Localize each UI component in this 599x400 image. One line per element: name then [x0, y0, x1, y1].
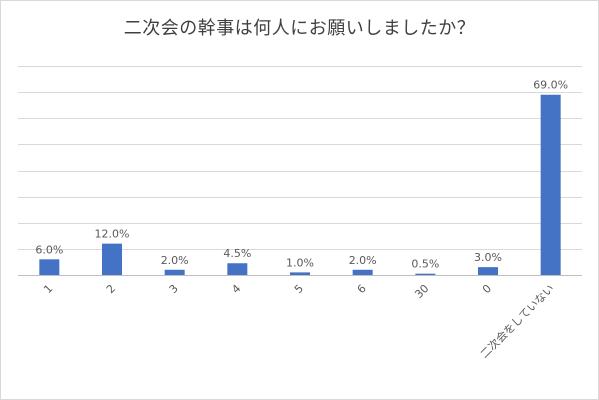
bar — [352, 269, 373, 275]
data-label: 1.0% — [286, 256, 314, 269]
data-label: 4.5% — [223, 247, 251, 260]
data-label: 3.0% — [474, 251, 502, 264]
bar — [478, 267, 498, 275]
bar — [415, 273, 436, 275]
bar — [39, 259, 60, 275]
data-label: 69.0% — [533, 79, 568, 92]
data-label: 6.0% — [35, 243, 63, 256]
data-label: 2.0% — [161, 254, 189, 267]
x-tick-label: 1 — [41, 282, 55, 296]
x-tick-label: 5 — [292, 282, 306, 296]
gridlines — [18, 66, 582, 276]
data-label: 0.5% — [411, 258, 439, 271]
data-label: 2.0% — [349, 254, 377, 267]
data-labels: 6.0% 12.0% 2.0% 4.5% 1.0% 2.0% 0.5% 3.0% 69.0% — [35, 79, 568, 271]
bar — [540, 94, 561, 275]
x-tick-label: 30 — [412, 282, 431, 301]
bar — [227, 263, 248, 275]
x-tick-label: 4 — [229, 282, 243, 296]
x-tick-label: 6 — [355, 282, 369, 296]
x-tick-label: 2 — [104, 282, 118, 296]
bars — [39, 94, 561, 275]
bar — [290, 272, 310, 275]
bar — [102, 243, 122, 275]
chart-title: 二次会の幹事は何人にお願いしましたか？ — [123, 18, 476, 39]
x-tick-label: 3 — [167, 282, 181, 296]
bar — [164, 269, 185, 275]
x-tick-label: 0 — [480, 282, 494, 296]
data-label: 12.0% — [95, 228, 130, 241]
